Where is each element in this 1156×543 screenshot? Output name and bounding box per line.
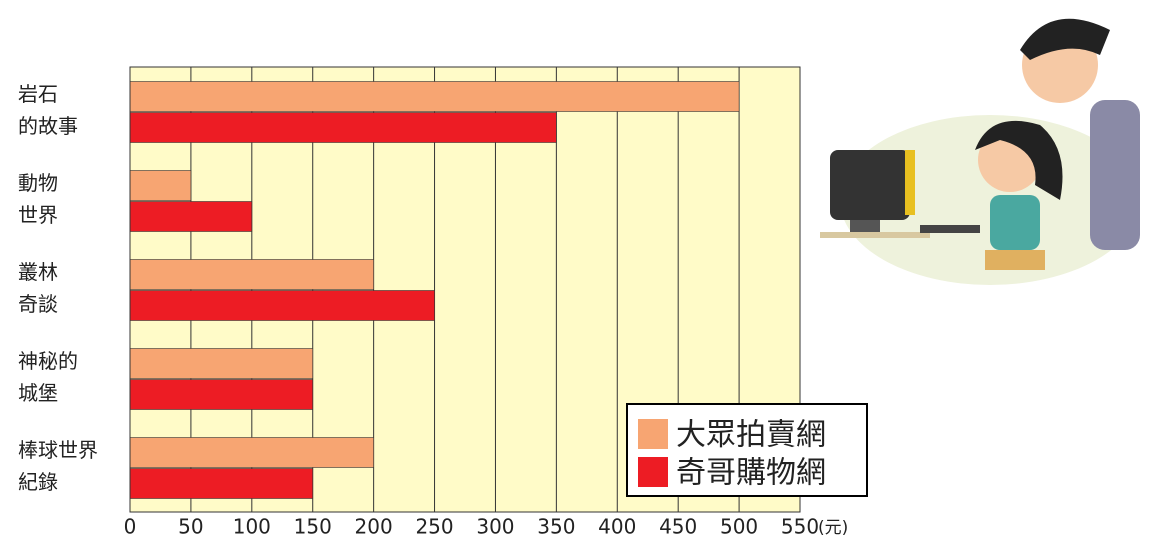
- bar: [129, 170, 192, 201]
- y-tick-label: 城堡: [18, 381, 58, 405]
- legend-label: 奇哥購物網: [676, 456, 826, 491]
- x-tick-label: 50: [178, 515, 203, 539]
- legend-swatch: [638, 419, 668, 449]
- y-tick-label: 岩石: [18, 82, 58, 106]
- bar: [129, 348, 314, 379]
- x-tick-label: 150: [294, 515, 332, 539]
- bar: [129, 379, 314, 410]
- bar: [129, 468, 314, 499]
- bar: [129, 201, 253, 232]
- x-tick-label: 350: [537, 515, 575, 539]
- bar: [129, 437, 374, 468]
- y-tick-label: 世界: [18, 203, 58, 227]
- y-tick-label: 奇談: [18, 292, 58, 316]
- x-tick-label: 250: [415, 515, 453, 539]
- x-tick-label: 500: [720, 515, 758, 539]
- bar: [129, 290, 435, 321]
- illustration: [820, 18, 1140, 285]
- bar: [129, 112, 557, 143]
- bar: [129, 259, 374, 290]
- y-tick-label: 紀錄: [18, 470, 58, 494]
- y-tick-label: 神秘的: [18, 349, 78, 373]
- x-tick-label: 300: [476, 515, 514, 539]
- x-tick-label: 0: [124, 515, 137, 539]
- x-tick-label: 550: [781, 515, 819, 539]
- y-tick-label: 動物: [18, 171, 58, 195]
- legend-swatch: [638, 457, 668, 487]
- x-tick-label: 450: [659, 515, 697, 539]
- plot-frame: [129, 66, 801, 513]
- x-tick-label: 400: [598, 515, 636, 539]
- legend-label: 大眾拍賣網: [676, 418, 826, 453]
- y-tick-label: 的故事: [18, 114, 78, 138]
- bar: [129, 81, 740, 112]
- y-tick-label: 叢林: [18, 260, 58, 284]
- y-tick-label: 棒球世界: [18, 438, 98, 462]
- x-unit: (元): [818, 518, 848, 538]
- x-tick-label: 200: [355, 515, 393, 539]
- x-tick-label: 100: [233, 515, 271, 539]
